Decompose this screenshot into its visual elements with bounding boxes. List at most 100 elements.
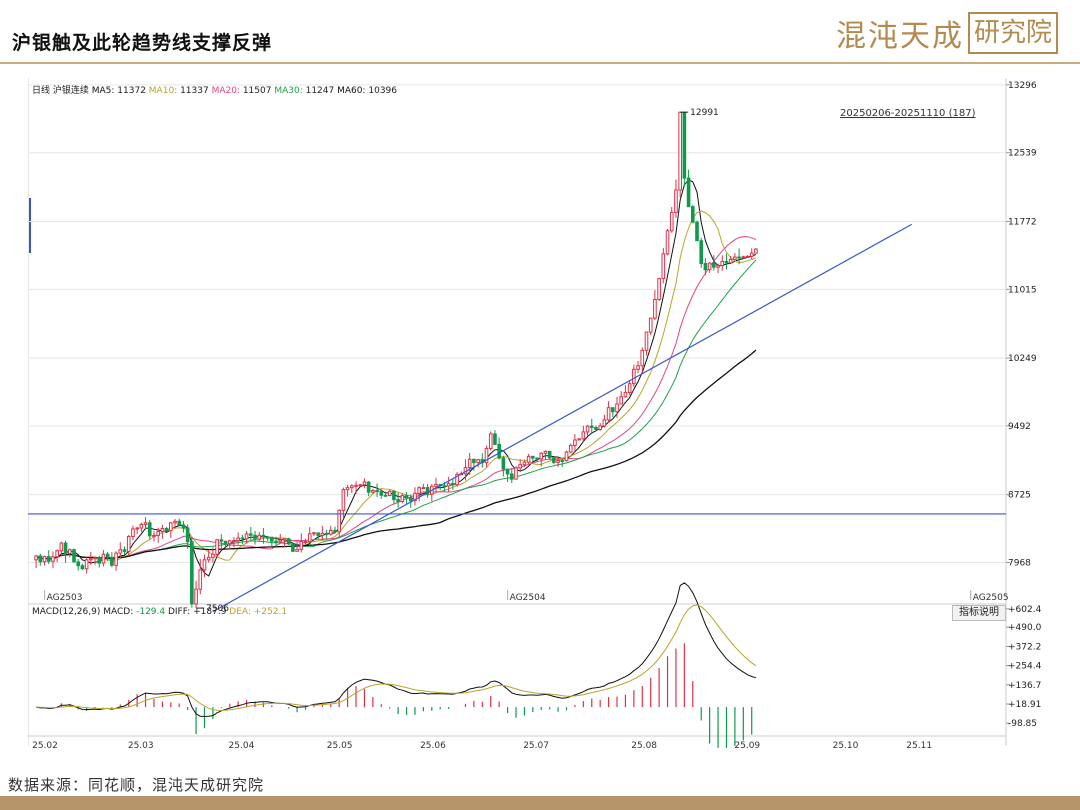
candle-body bbox=[110, 556, 114, 566]
candle-body bbox=[712, 262, 716, 268]
candle-body bbox=[413, 492, 417, 502]
candle-body bbox=[67, 549, 72, 555]
candle-body bbox=[568, 445, 573, 453]
candle-body bbox=[261, 534, 266, 538]
indicator-help-button[interactable]: 指标说明 bbox=[952, 605, 1006, 621]
candle-body bbox=[640, 349, 645, 367]
candle-body bbox=[556, 459, 560, 463]
candle-body bbox=[337, 509, 341, 533]
candle-body bbox=[63, 542, 68, 555]
contract-label: AG2504 bbox=[510, 593, 546, 603]
ma-line-ma10 bbox=[35, 210, 757, 562]
x-date-label: 25.06 bbox=[420, 741, 446, 748]
candle-body bbox=[396, 499, 400, 502]
candle-body bbox=[198, 569, 203, 590]
legend-prefix: 沪银连续 bbox=[53, 84, 92, 96]
candle-body bbox=[350, 485, 354, 489]
ma-line-ma20 bbox=[35, 236, 757, 560]
candle-body bbox=[488, 433, 493, 449]
candle-body bbox=[451, 483, 455, 486]
candle-body bbox=[754, 248, 758, 254]
candle-body bbox=[55, 550, 59, 558]
candle-body bbox=[270, 536, 274, 542]
candle-body bbox=[328, 529, 333, 535]
candle-body bbox=[644, 331, 649, 351]
candle-body bbox=[366, 481, 371, 493]
y-tick-label: 12539 bbox=[1008, 149, 1037, 159]
candle-body bbox=[421, 487, 426, 490]
candle-body bbox=[627, 383, 632, 393]
candle-body bbox=[244, 533, 249, 540]
candle-body bbox=[493, 433, 497, 445]
candle-body bbox=[682, 111, 687, 179]
candle-body bbox=[602, 419, 607, 427]
candle-body bbox=[404, 495, 409, 499]
y-tick-label: 10249 bbox=[1008, 354, 1037, 364]
candle-body bbox=[126, 536, 131, 552]
candle-body bbox=[632, 368, 636, 385]
candle-body bbox=[206, 556, 211, 561]
candle-body bbox=[745, 255, 750, 258]
candle-body bbox=[619, 396, 624, 405]
candle-body bbox=[59, 542, 64, 552]
candle-body bbox=[522, 461, 527, 466]
candle-body bbox=[728, 258, 733, 264]
candle-body bbox=[97, 557, 102, 564]
x-date-label: 25.11 bbox=[906, 741, 932, 748]
x-date-label: 25.10 bbox=[833, 741, 859, 748]
candle-body bbox=[539, 452, 544, 460]
candle-body bbox=[472, 458, 476, 464]
candle-body bbox=[299, 541, 304, 550]
candle-body bbox=[147, 522, 152, 537]
candle-body bbox=[417, 487, 421, 494]
candle-body bbox=[341, 489, 346, 511]
candle-body bbox=[615, 403, 619, 413]
candle-body bbox=[253, 534, 257, 540]
candle-body bbox=[699, 240, 704, 265]
macd-y-tick-label: +254.4 bbox=[1008, 662, 1042, 672]
candle-body bbox=[589, 425, 594, 429]
candle-body bbox=[232, 540, 236, 543]
footer-bar bbox=[0, 796, 1080, 810]
candle-body bbox=[505, 468, 510, 475]
candle-body bbox=[114, 552, 118, 566]
candle-body bbox=[152, 534, 156, 537]
candle-body bbox=[543, 450, 548, 454]
range-label: 20250206-20251110 (187) bbox=[840, 108, 976, 119]
candle-body bbox=[577, 438, 581, 441]
candle-body bbox=[122, 549, 127, 552]
macd-y-tick-label: +372.2 bbox=[1008, 642, 1041, 652]
candle-body bbox=[585, 425, 590, 433]
candle-body bbox=[169, 522, 173, 532]
candle-body bbox=[547, 450, 552, 459]
legend-prefix: 日线 bbox=[32, 84, 53, 96]
high-label: 12991 bbox=[690, 108, 719, 118]
candle-body bbox=[307, 533, 312, 543]
legend-ma-name: MA10: bbox=[149, 86, 177, 96]
candle-body bbox=[185, 527, 190, 543]
candle-body bbox=[89, 558, 93, 561]
candle-body bbox=[741, 256, 746, 259]
y-tick-label: 9492 bbox=[1008, 422, 1031, 432]
macd-y-tick-label: +136.7 bbox=[1008, 681, 1041, 691]
contract-label: AG2505 bbox=[973, 593, 1009, 603]
macd-legend-part: +252.1 bbox=[251, 607, 287, 617]
candle-body bbox=[143, 522, 148, 525]
candle-body bbox=[72, 549, 76, 563]
candle-body bbox=[139, 523, 144, 529]
candle-body bbox=[408, 497, 413, 502]
candle-body bbox=[518, 464, 523, 469]
candle-body bbox=[703, 263, 708, 271]
candle-body bbox=[46, 556, 51, 562]
chart-svg: 13296 12539 11772 11015 10249 9492 8725 7968 AG2… bbox=[28, 78, 1042, 748]
candle-body bbox=[552, 457, 556, 463]
candle-body bbox=[678, 111, 682, 191]
candle-body bbox=[455, 473, 459, 486]
logo-main-text: 混沌天成 bbox=[835, 19, 964, 54]
x-date-label: 25.07 bbox=[523, 741, 549, 748]
header-rule bbox=[0, 62, 1080, 64]
candle-body bbox=[324, 532, 329, 535]
candle-body bbox=[345, 487, 350, 491]
candle-body bbox=[93, 557, 97, 560]
y-tick-label: 8725 bbox=[1008, 491, 1031, 501]
